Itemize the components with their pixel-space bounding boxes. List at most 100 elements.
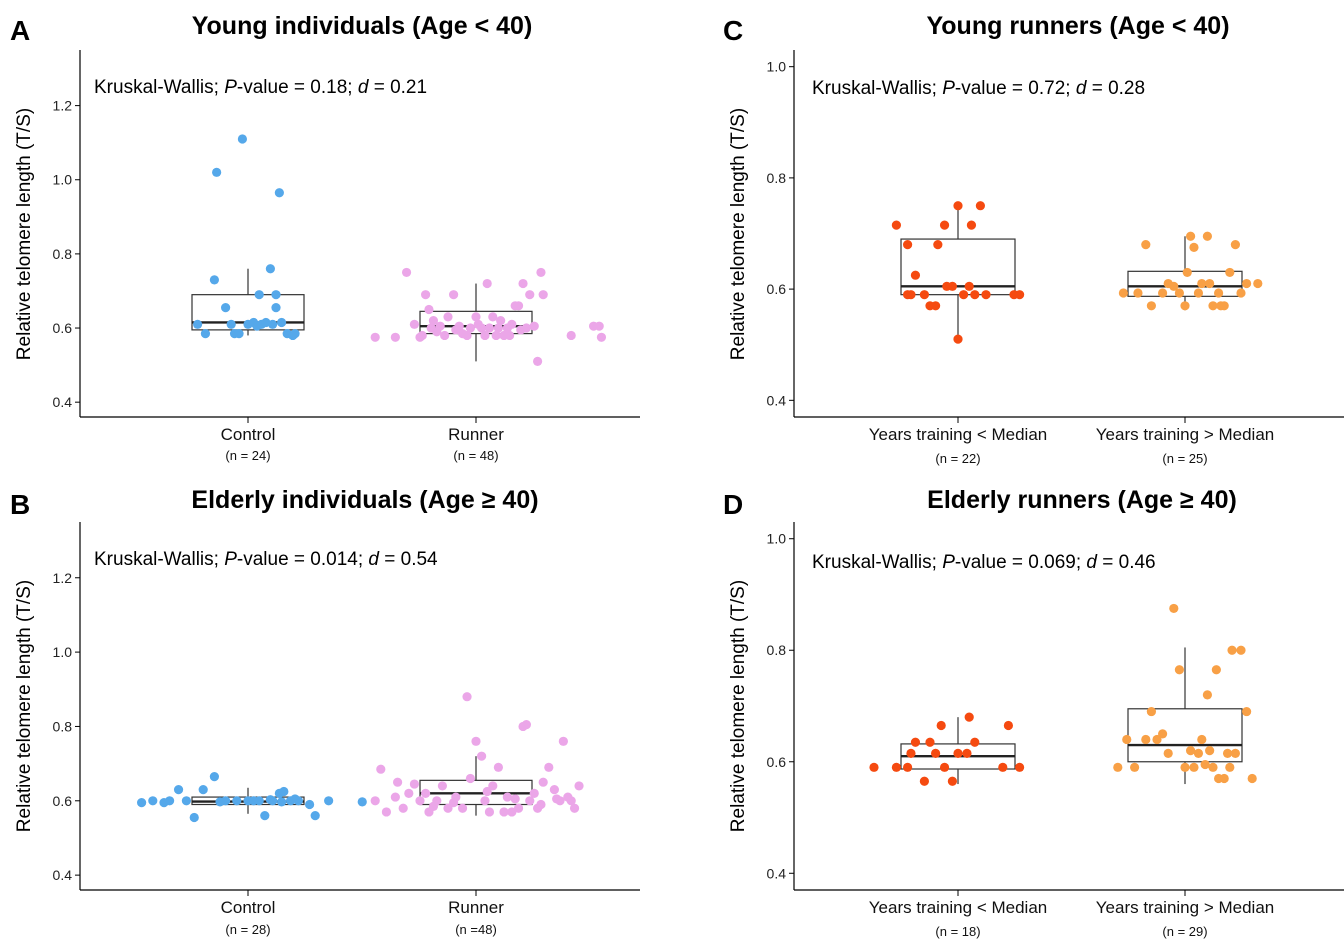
data-point [268,319,278,329]
data-point [1202,231,1212,241]
data-point [310,811,320,821]
data-point [594,321,604,331]
data-point [1193,288,1204,298]
data-point [521,719,532,730]
data-point [947,281,958,291]
data-point [533,356,543,366]
data-point [462,692,472,702]
data-point [277,317,287,328]
data-point [1211,665,1221,675]
data-point [488,312,498,322]
data-point [964,281,974,291]
data-point [1186,746,1196,756]
data-point [212,167,222,177]
data-point [265,795,275,805]
stat-italic-symbol: P [942,78,955,99]
panel-letter: B [10,489,30,520]
data-point [1242,278,1252,289]
data-point [1130,762,1140,772]
data-point [209,275,219,285]
data-point [290,794,300,804]
data-point [569,803,580,813]
data-point [1197,734,1207,745]
data-point [959,290,969,300]
data-point [390,332,400,342]
panel-letter: C [723,15,743,46]
data-point [1146,706,1156,717]
stat-text-part: -value = 0.014; [237,549,369,570]
data-point [1208,762,1218,772]
data-point [536,799,546,810]
data-point [939,220,950,230]
category-label: Runner [448,425,504,444]
data-point [891,220,902,230]
panel-c: C Young runners (Age < 40) 0.4 0.6 0.8 1.0 Rel… [723,12,1344,466]
stat-text-part: = 0.28 [1086,78,1145,99]
data-point [953,748,963,758]
data-point [1225,762,1235,772]
data-point [507,807,517,817]
y-tick-label: 0.4 [767,392,787,408]
data-point [513,301,524,311]
panel-b: B Elderly individuals (Age ≥ 40) 0.4 0.6 0.8… [10,486,640,937]
stat-italic-symbol: P [224,77,237,98]
sample-size-label: (n = 28) [225,922,270,937]
panel-a: A Young individuals (Age < 40) 0.4 0.6 0.8 1.… [10,12,640,463]
data-point [409,779,419,789]
data-point [1200,759,1210,770]
y-axis-label: Relative telomere length (T/S) [728,580,749,832]
category-label: Years training < Median [869,425,1047,444]
y-axis-label: Relative telomere length (T/S) [14,108,35,360]
stat-text-part: -value = 0.72; [955,78,1076,99]
data-point [510,794,520,804]
y-tick-label: 1.0 [767,59,787,75]
data-point [417,330,427,341]
data-point [529,788,539,798]
data-point [919,776,930,786]
stat-italic-symbol: d [358,77,370,98]
stat-text-part: -value = 0.069; [955,552,1087,573]
data-point [234,328,244,339]
category-label: Years training > Median [1096,898,1274,917]
y-tick-label: 0.4 [767,865,787,881]
data-point [440,330,450,341]
data-point [376,764,386,774]
data-point [903,762,913,772]
data-point [260,811,270,821]
data-point [518,278,528,289]
data-point [536,267,546,278]
data-point [981,290,991,300]
data-point [1174,665,1184,675]
y-tick-label: 1.0 [767,531,787,547]
category-label: Control [221,898,276,917]
data-point [1236,645,1246,655]
data-point [1214,288,1224,298]
y-tick-label: 0.8 [53,718,73,734]
stat-text-part: = 0.46 [1097,552,1156,573]
data-point [404,788,414,798]
stat-italic-symbol: d [368,549,380,570]
data-point [393,777,403,787]
data-point [549,785,560,795]
y-axis-label: Relative telomere length (T/S) [728,108,749,360]
panel-title: Young runners (Age < 40) [926,12,1229,40]
data-point [538,290,548,300]
panel-title: Young individuals (Age < 40) [192,12,533,40]
panel-letter: A [10,15,30,46]
data-point [290,328,300,339]
data-point [962,748,972,758]
y-tick-label: 0.6 [767,281,787,297]
data-point [1208,301,1218,311]
data-point [910,737,921,747]
data-point [471,312,481,322]
data-point [1133,288,1143,298]
data-point [1247,773,1257,784]
y-axis-label: Relative telomere length (T/S) [14,580,35,832]
data-point [265,264,275,274]
data-point [381,807,391,817]
data-point [451,325,461,335]
data-point [1113,762,1123,772]
data-point [198,785,208,795]
